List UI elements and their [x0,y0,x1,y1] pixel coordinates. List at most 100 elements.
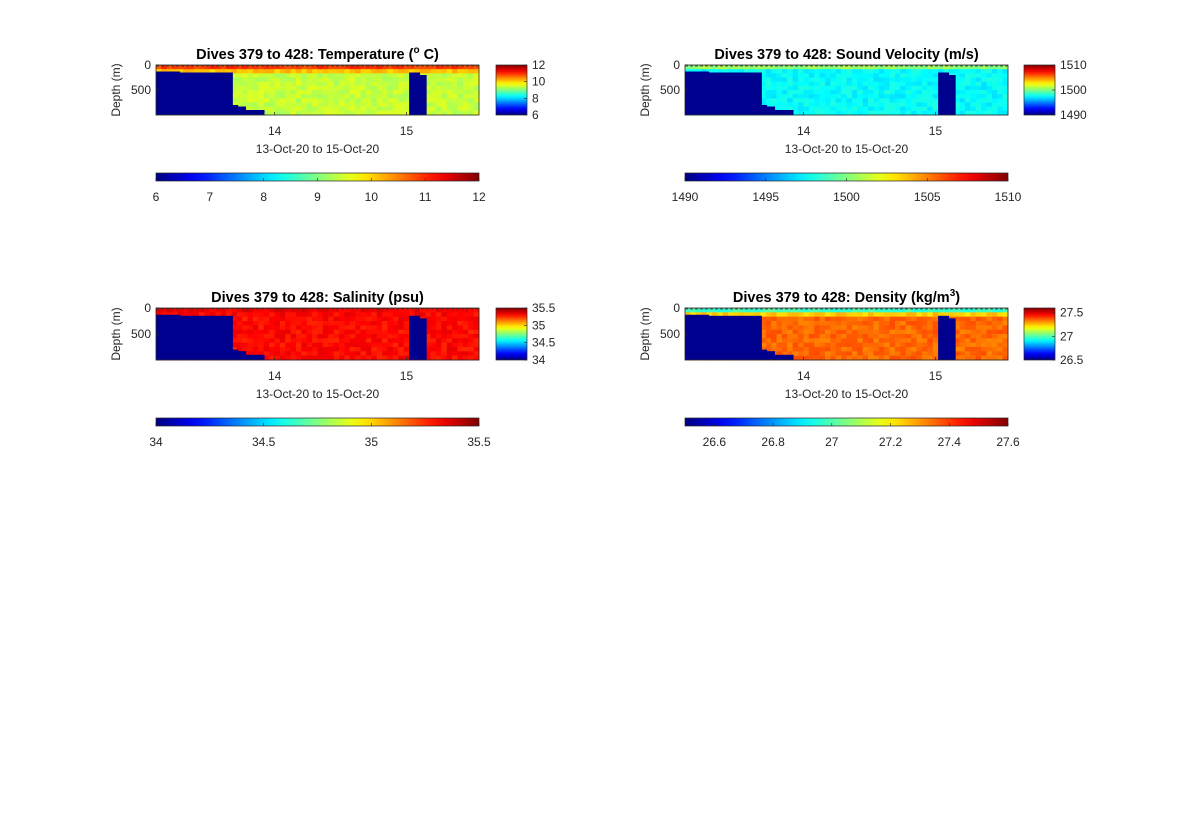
heatmap-cell [781,98,788,103]
heatmap-cell [781,81,788,87]
heatmap-cell [295,65,302,70]
heatmap-cell [792,321,799,326]
heatmap-cell [916,308,923,313]
h-colorbar-tick-label: 26.8 [761,435,785,449]
heatmap-cell [365,110,372,116]
heatmap-cell [932,77,939,83]
heatmap-cell [371,94,378,99]
heatmap-cell [964,334,971,339]
heatmap-cell [355,347,361,352]
heatmap-cell [787,347,794,352]
heatmap-cell [970,325,977,331]
heatmap-cell [981,308,987,313]
heatmap-cell [900,347,907,352]
heatmap-cell [835,329,842,335]
heatmap-cell [905,77,912,83]
heatmap-cell [760,65,767,70]
heatmap-cell [263,77,270,83]
heatmap-cell [317,342,324,348]
no-data-column [708,72,762,115]
heatmap-cell [242,308,248,313]
heatmap-cell [884,73,890,78]
heatmap-cell [360,69,367,74]
heatmap-cell [862,355,869,361]
heatmap-cell [916,102,923,108]
heatmap-cell [851,325,858,331]
heatmap-cell [441,334,448,339]
heatmap-cell [430,316,437,322]
heatmap-cell [706,312,713,318]
heatmap-cell [1002,77,1009,83]
heatmap-cell [349,342,356,348]
heatmap-cell [824,98,831,103]
heatmap-cell [824,334,831,339]
heatmap-cell [355,69,361,74]
heatmap-cell [435,321,442,326]
heatmap-cell [894,69,901,74]
heatmap-cell [954,355,960,361]
heatmap-cell [355,65,361,70]
heatmap-cell [765,338,772,344]
heatmap-cell [943,308,950,313]
heatmap-cell [215,69,221,74]
heatmap-cell [975,338,982,344]
heatmap-cell [242,85,248,91]
heatmap-cell [808,85,815,91]
heatmap-cell [446,65,453,70]
heatmap-cell [435,308,442,313]
heatmap-cell [419,308,426,313]
y-axis-label: Depth (m) [109,63,123,116]
heatmap-cell [792,355,799,361]
heatmap-cell [328,329,335,335]
heatmap-cell [365,321,372,326]
heatmap-cell [981,329,987,335]
heatmap-cell [252,342,259,348]
heatmap-cell [824,77,831,83]
heatmap-cell [846,325,853,331]
heatmap-cell [878,334,885,339]
heatmap-cell [290,325,297,331]
heatmap-cell [301,321,308,326]
heatmap-cell [841,329,847,335]
heatmap-cell [414,69,421,74]
heatmap-cell [446,347,453,352]
heatmap-cell [382,90,388,95]
heatmap-cell [242,98,248,103]
heatmap-cell [889,77,896,83]
heatmap-cell [274,98,281,103]
heatmap-cell [279,338,286,344]
heatmap-cell [204,312,211,318]
heatmap-cell [905,351,912,357]
heatmap-cell [927,65,934,70]
heatmap-cell [824,321,831,326]
heatmap-cell [975,73,982,78]
heatmap-cell [285,98,291,103]
heatmap-cell [339,351,345,357]
heatmap-cell [932,81,939,87]
no-data-column [156,71,181,115]
heatmap-cell [997,321,1004,326]
heatmap-cell [242,325,248,331]
heatmap-cell [894,338,901,344]
heatmap-cell [263,69,270,74]
heatmap-cell [468,102,475,108]
heatmap-cell [851,342,858,348]
heatmap-cell [921,85,928,91]
heatmap-cell [873,85,880,91]
heatmap-cell [446,77,453,83]
colorbar-tick-label: 34 [532,353,546,367]
heatmap-cell [258,312,265,318]
heatmap-cell [964,316,971,322]
heatmap-cell [371,334,378,339]
heatmap-cell [387,73,394,78]
heatmap-cell [1002,85,1009,91]
heatmap-cell [814,85,820,91]
heatmap-cell [376,347,383,352]
heatmap-cell [954,81,960,87]
heatmap-cell [819,110,826,116]
heatmap-cell [905,321,912,326]
heatmap-cell [835,355,842,361]
heatmap-cell [927,73,934,78]
heatmap-cell [274,347,281,352]
